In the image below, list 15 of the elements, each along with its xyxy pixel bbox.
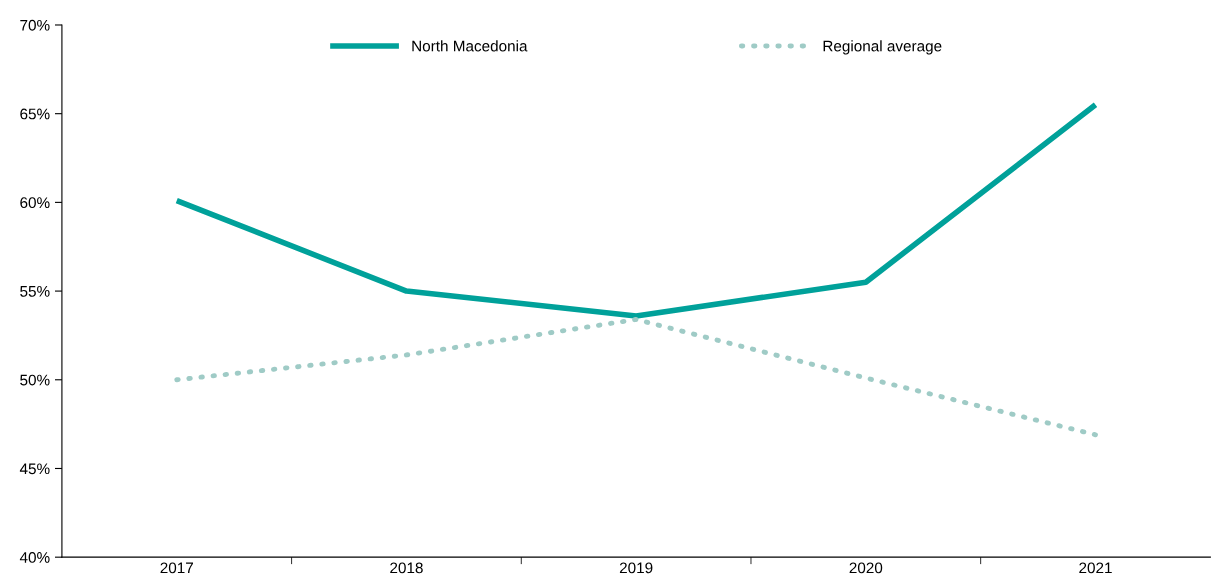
y-tick-label: 55% [20,286,50,297]
line-series [174,317,1098,438]
x-tick-label: 2019 [619,562,653,574]
legend-label: Regional average [823,40,942,55]
y-tick-label: 50% [20,374,50,386]
y-tick-label: 65% [20,108,50,120]
x-tick-label: 2018 [390,562,423,574]
x-tick-label: 2017 [160,562,193,574]
y-tick-label: 40% [19,552,50,563]
x-tick-label: 2020 [849,562,883,574]
x-tick-label: 2021 [1079,562,1112,574]
legend-label: North Macedonia [412,40,528,52]
y-tick-label: 60% [20,197,50,209]
y-tick-label: 45% [19,463,50,475]
y-tick-label: 70% [20,19,50,31]
